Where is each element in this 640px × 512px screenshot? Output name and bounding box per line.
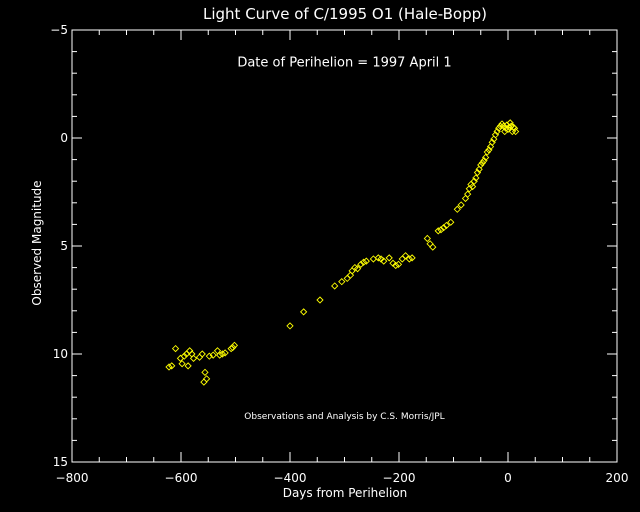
data-point [408,254,416,262]
data-point [168,362,176,370]
perihelion-date-annotation: Date of Perihelion = 1997 April 1 [237,56,451,71]
data-point [180,352,188,360]
data-point [468,182,477,191]
data-point [482,153,490,162]
data-point [198,350,206,358]
data-point [405,255,413,263]
axes-layer: −800 −600 −400 −200 0 200 −5 0 5 10 15 [50,23,628,485]
data-point [453,205,461,213]
x-axis-label: Days from Perihelion [283,486,408,500]
data-point [496,122,505,130]
data-point [490,135,498,143]
data-point [338,278,346,286]
data-point [472,174,480,182]
data-point [511,127,520,136]
data-point [457,201,465,209]
y-tick-label: −5 [50,23,68,37]
data-point [447,218,455,226]
data-point [171,344,180,353]
data-point [442,221,451,230]
data-point [209,351,217,359]
y-tick-label: 15 [53,455,68,469]
x-tick-label: −200 [383,471,416,485]
x-tick-label: −800 [56,471,89,485]
data-point [189,354,198,362]
data-point [216,351,224,359]
credits-annotation: Observations and Analysis by C.S. Morris… [244,412,444,422]
x-tick-label: −600 [165,471,198,485]
data-point [506,119,514,127]
data-point [486,143,495,151]
data-point [362,257,370,265]
data-point [392,261,400,270]
x-tick-label: 200 [606,471,629,485]
data-point [165,363,173,371]
x-tick-label: 0 [504,471,512,485]
data-point [429,243,437,251]
x-tick-label: −400 [274,471,307,485]
data-point [205,352,213,360]
data-point [230,341,239,349]
data-point [218,350,227,358]
data-point [353,265,362,273]
data-point [385,254,393,262]
chart-title: Light Curve of C/1995 O1 (Hale-Bopp) [203,5,487,23]
data-point [475,165,483,173]
data-point [510,124,519,132]
data-point [401,252,410,260]
data-point [201,368,209,376]
y-tick-label: 10 [53,347,68,361]
data-point [495,124,503,132]
data-point [359,258,368,266]
data-point [434,227,442,235]
data-point [440,224,448,232]
y-tick-label: 0 [60,131,68,145]
data-point [464,190,472,198]
data-point [299,308,308,316]
data-point [221,349,229,357]
data-point [483,148,491,156]
data-point [229,343,237,352]
y-tick-label: 5 [60,239,68,253]
data-point [423,234,431,243]
data-point [286,322,294,330]
data-point [316,296,324,304]
data-point [380,257,388,265]
data-point [202,375,211,383]
data-point [437,226,445,234]
data-point [477,161,485,169]
data-point [178,360,186,368]
data-point [357,260,365,268]
data-point [331,282,339,290]
data-points-layer [165,119,520,386]
data-point [394,260,403,268]
data-point [184,362,192,370]
data-point [478,159,487,167]
y-axis-label: Observed Magnitude [30,180,44,305]
data-point [346,271,355,279]
